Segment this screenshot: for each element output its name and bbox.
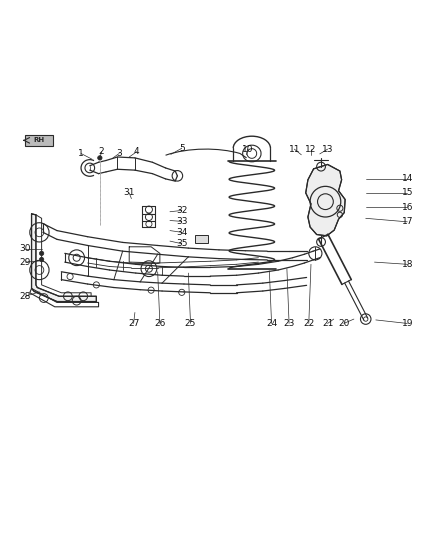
Text: 24: 24	[266, 319, 277, 328]
Text: 23: 23	[283, 319, 295, 328]
Text: 14: 14	[402, 174, 413, 183]
Text: 34: 34	[176, 228, 187, 237]
Text: 17: 17	[402, 217, 413, 227]
Text: 11: 11	[289, 144, 300, 154]
Text: 5: 5	[179, 144, 185, 153]
Text: 18: 18	[402, 260, 413, 269]
Text: 33: 33	[176, 217, 187, 226]
Polygon shape	[306, 165, 345, 236]
Bar	[195, 235, 208, 243]
FancyBboxPatch shape	[25, 135, 53, 146]
Text: 1: 1	[78, 149, 84, 158]
Text: 21: 21	[322, 319, 333, 328]
Text: 29: 29	[20, 257, 31, 266]
Text: 13: 13	[322, 144, 333, 154]
Text: 12: 12	[305, 144, 317, 154]
Text: 30: 30	[20, 245, 31, 254]
Text: 25: 25	[185, 319, 196, 328]
Text: 4: 4	[134, 147, 139, 156]
Text: 15: 15	[402, 189, 413, 197]
Text: 10: 10	[242, 144, 253, 154]
Text: 27: 27	[128, 319, 139, 328]
Text: 32: 32	[176, 206, 187, 215]
Text: 28: 28	[20, 292, 31, 301]
Text: RH: RH	[33, 138, 45, 143]
Text: 26: 26	[154, 319, 166, 328]
Circle shape	[39, 257, 44, 262]
Text: 35: 35	[176, 239, 187, 248]
Circle shape	[98, 156, 102, 160]
Text: 20: 20	[338, 319, 350, 328]
Circle shape	[39, 251, 44, 255]
Text: 31: 31	[124, 189, 135, 197]
Polygon shape	[32, 214, 96, 302]
Text: 22: 22	[303, 319, 314, 328]
Text: 3: 3	[116, 149, 122, 158]
Text: 19: 19	[402, 319, 413, 328]
Text: 2: 2	[99, 147, 104, 156]
Text: 16: 16	[402, 203, 413, 212]
